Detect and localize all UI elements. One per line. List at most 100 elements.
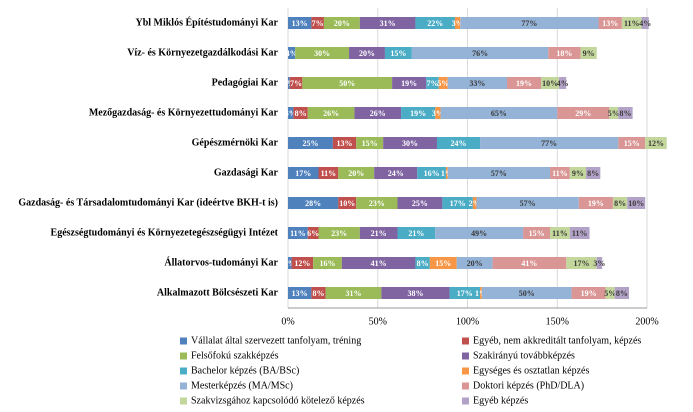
bar-segment xyxy=(288,17,312,29)
bar-segment xyxy=(291,257,314,269)
category-label: Állatorvos-tudományi Kar xyxy=(164,256,278,268)
bar-segment xyxy=(614,287,630,299)
value-label: 12% xyxy=(294,259,310,268)
value-label: 3% xyxy=(285,109,297,118)
bar-segment xyxy=(456,257,493,269)
bar-segment xyxy=(449,287,481,299)
bar-segment xyxy=(401,107,436,119)
bar-segment xyxy=(349,47,385,59)
value-label: 8% xyxy=(616,289,628,298)
value-label: 26% xyxy=(370,109,386,118)
bar-segment xyxy=(374,167,418,179)
bar-segment xyxy=(288,197,339,209)
value-label: 11% xyxy=(321,169,337,178)
bar-segment xyxy=(356,137,384,149)
bar-segment xyxy=(454,17,461,29)
bar-segment xyxy=(415,257,430,269)
value-label: 31% xyxy=(380,19,396,28)
value-label: 8% xyxy=(619,109,631,118)
value-label: 49% xyxy=(471,229,487,238)
value-label: 20% xyxy=(334,19,350,28)
x-tick-label: 0% xyxy=(281,316,294,327)
bar-segment xyxy=(557,107,610,119)
value-label: 1% xyxy=(475,289,487,298)
bar-segment xyxy=(476,197,579,209)
value-label: 4% xyxy=(639,19,651,28)
category-label: Alkalmazott Bölcsészeti Kar xyxy=(157,287,279,298)
value-label: 5% xyxy=(437,79,449,88)
value-label: 41% xyxy=(521,259,537,268)
bar-segment xyxy=(338,167,375,179)
value-label: 3% xyxy=(593,259,605,268)
value-label: 13% xyxy=(602,19,618,28)
legend-marker xyxy=(462,397,469,405)
value-label: 77% xyxy=(521,19,537,28)
bar-segment xyxy=(578,197,613,209)
value-label: 23% xyxy=(369,199,385,208)
legend-label: Szakirányú továbbképzés xyxy=(473,350,575,361)
bar-segment xyxy=(332,137,357,149)
legend-marker xyxy=(462,382,469,390)
bar-segment xyxy=(438,77,448,89)
value-label: 11% xyxy=(624,19,640,28)
bar-segment xyxy=(397,227,436,239)
value-label: 20% xyxy=(467,259,483,268)
bar-segment xyxy=(627,197,646,209)
value-label: 28% xyxy=(305,199,321,208)
legend-marker xyxy=(180,382,187,390)
bar-segment xyxy=(429,257,457,269)
bar-segment xyxy=(302,77,393,89)
value-label: 77% xyxy=(541,139,557,148)
value-label: 3% xyxy=(432,109,444,118)
value-label: 11% xyxy=(552,229,568,238)
value-label: 15% xyxy=(362,139,378,148)
value-label: 7% xyxy=(312,19,324,28)
bar-segment xyxy=(415,17,455,29)
value-label: 15% xyxy=(435,259,451,268)
value-label: 23% xyxy=(331,229,347,238)
category-label: Pedagógiai Kar xyxy=(212,77,279,88)
category-label: Mezőgazdaság- és Környezettudományi Kar xyxy=(89,107,279,118)
value-label: 24% xyxy=(388,169,404,178)
bar-segment xyxy=(605,287,615,299)
value-label: 5% xyxy=(604,289,616,298)
bar-segment xyxy=(307,227,319,239)
bar-segment xyxy=(325,287,382,299)
value-label: 15% xyxy=(390,49,406,58)
value-label: 15% xyxy=(529,229,545,238)
bar-segment xyxy=(447,167,551,179)
value-label: 4% xyxy=(557,79,569,88)
bar-segment xyxy=(618,137,646,149)
bar-segment xyxy=(318,227,360,239)
bar-segment xyxy=(580,47,597,59)
value-label: 29% xyxy=(575,109,591,118)
bar-segment xyxy=(392,77,427,89)
legend-label: Mesterképzés (MA/MSc) xyxy=(191,380,293,391)
legend-label: Egyéb képzés xyxy=(473,395,528,406)
value-label: 11% xyxy=(572,229,588,238)
legend-label: Vállalat által szervezett tanfolyam, tré… xyxy=(191,335,361,346)
value-label: 5% xyxy=(608,109,620,118)
value-label: 7% xyxy=(290,79,302,88)
value-label: 18% xyxy=(556,49,572,58)
bar-segment xyxy=(435,227,524,239)
legend-marker xyxy=(180,397,187,405)
bar-segment xyxy=(550,227,570,239)
value-label: 2% xyxy=(469,199,481,208)
bar-segment xyxy=(307,107,355,119)
bar-segment xyxy=(288,77,290,89)
value-label: 3% xyxy=(452,19,464,28)
bar-segment xyxy=(295,47,350,59)
bar-segment xyxy=(383,137,437,149)
category-label: Gazdaság- és Társadalomtudományi Kar (id… xyxy=(18,197,278,208)
value-label: 17% xyxy=(573,259,589,268)
bar-segment xyxy=(506,77,542,89)
value-label: 11% xyxy=(290,229,306,238)
bar-segment xyxy=(445,167,448,179)
bar-segment xyxy=(569,227,590,239)
bar-segment xyxy=(585,167,601,179)
bar-segment xyxy=(288,227,308,239)
bar-segment xyxy=(598,17,622,29)
value-label: 8% xyxy=(295,109,307,118)
bar-segment xyxy=(442,197,473,209)
